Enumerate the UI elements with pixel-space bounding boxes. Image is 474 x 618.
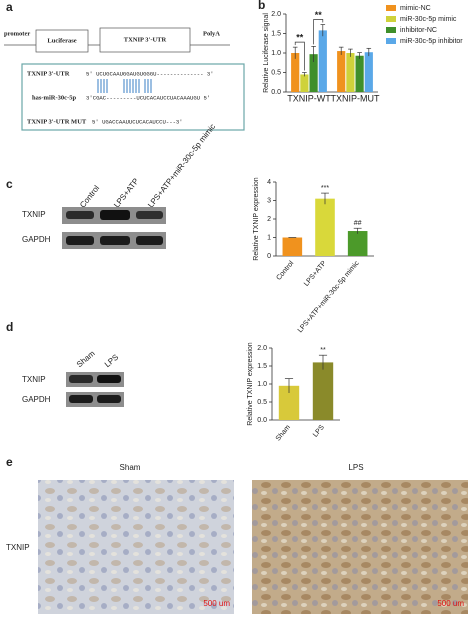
x-tick-label: LPS+ATP+miR-30c-5p mimic bbox=[297, 260, 361, 335]
y-tick-label: 1.5 bbox=[271, 30, 281, 37]
legend-label: miR-30c-5p mimic bbox=[400, 16, 457, 23]
panel-label: a bbox=[6, 0, 13, 14]
y-tick-label: 4 bbox=[267, 179, 271, 186]
legend-label: inhibitor-NC bbox=[400, 27, 437, 34]
panel-label: d bbox=[6, 320, 13, 334]
y-tick-label: 0.0 bbox=[257, 417, 267, 424]
bar bbox=[291, 53, 300, 92]
x-tick-label: Control bbox=[275, 260, 295, 282]
x-tick-label: TXNIP-MUT bbox=[331, 93, 380, 103]
construct-label: PolyA bbox=[203, 30, 220, 37]
bar bbox=[300, 74, 309, 92]
y-axis-label: Relative Luciferase signal bbox=[263, 13, 270, 93]
bar bbox=[346, 53, 355, 92]
significance-label: ## bbox=[354, 220, 362, 227]
bar bbox=[282, 237, 303, 256]
band-label: TXNIP bbox=[22, 210, 46, 219]
construct-box bbox=[99, 27, 191, 53]
legend-swatch bbox=[386, 16, 396, 22]
lane-label: Sham bbox=[75, 349, 97, 370]
bar bbox=[278, 385, 300, 420]
lane-label: LPS+ATP bbox=[112, 177, 140, 210]
alignment-sequence: 5' UGACCAAUUCUCACAUCCU---3' bbox=[92, 118, 183, 125]
legend-swatch bbox=[386, 27, 396, 33]
lane-label: Control bbox=[78, 183, 101, 209]
y-axis-label: Relative TXNIP expression bbox=[247, 342, 254, 425]
y-tick-label: 3 bbox=[267, 197, 271, 204]
legend-label: miR-30c-5p inhibitor bbox=[400, 38, 463, 45]
x-tick-label: LPS+ATP bbox=[303, 260, 328, 288]
alignment-sequence: 5' UCUGCAAUGGAUGUGGGU-------------- 3' bbox=[86, 70, 214, 77]
legend-swatch bbox=[386, 5, 396, 11]
bar bbox=[318, 30, 327, 93]
y-tick-label: 1.5 bbox=[257, 363, 267, 370]
significance-bracket bbox=[313, 19, 324, 45]
lane-label: LPS bbox=[103, 353, 120, 370]
significance-label: ** bbox=[296, 33, 304, 43]
column-label: Sham bbox=[120, 463, 141, 472]
column-label: LPS bbox=[348, 463, 363, 472]
construct-label: Luciferase bbox=[47, 37, 76, 44]
y-tick-label: 1.0 bbox=[271, 50, 281, 57]
alignment-label: TXNIP 3'-UTR MUT bbox=[27, 118, 87, 125]
y-tick-label: 2 bbox=[267, 216, 271, 223]
panel-label: e bbox=[6, 455, 13, 469]
construct-label: promoter bbox=[4, 30, 30, 37]
y-tick-label: 2.0 bbox=[271, 11, 281, 18]
bar bbox=[337, 51, 346, 92]
construct-box bbox=[35, 29, 89, 53]
band-label: TXNIP bbox=[22, 375, 46, 384]
significance-label: *** bbox=[321, 185, 329, 192]
significance-label: ** bbox=[320, 347, 326, 354]
ihc-image bbox=[38, 480, 234, 614]
band-label: GAPDH bbox=[22, 395, 51, 404]
bar bbox=[355, 55, 364, 92]
panel-label: c bbox=[6, 177, 13, 191]
legend-label: mimic-NC bbox=[400, 5, 431, 12]
alignment-label: has-miR-30c-5p bbox=[32, 94, 76, 101]
x-tick-label: Sham bbox=[275, 424, 292, 443]
significance-bracket bbox=[294, 41, 305, 71]
alignment-box bbox=[21, 63, 245, 131]
x-tick-label: TXNIP-WT bbox=[287, 93, 331, 103]
y-axis-label: Relative TXNIP expression bbox=[253, 177, 260, 260]
blot-image bbox=[66, 372, 124, 407]
significance-label: ** bbox=[315, 10, 323, 20]
ihc-image bbox=[252, 480, 468, 614]
lane-label: LPS+ATP+miR-30c-5p mimic bbox=[146, 122, 217, 209]
y-tick-label: 0.0 bbox=[271, 89, 281, 96]
y-tick-label: 2.0 bbox=[257, 345, 267, 352]
x-tick-label: LPS bbox=[312, 424, 326, 439]
base-pairing bbox=[97, 79, 152, 93]
panel-label: b bbox=[258, 0, 265, 12]
legend-swatch bbox=[386, 38, 396, 44]
bar bbox=[309, 54, 318, 92]
row-label: TXNIP bbox=[6, 543, 30, 552]
scale-bar-label: 500 um bbox=[437, 599, 464, 608]
band-label: GAPDH bbox=[22, 235, 51, 244]
blot-image bbox=[62, 207, 166, 249]
y-tick-label: 0 bbox=[267, 253, 271, 260]
alignment-sequence: 3'CGAC---------UCUCACAUCCUACAAAUGU 5' bbox=[86, 94, 210, 101]
bar bbox=[364, 52, 373, 92]
y-tick-label: 1.0 bbox=[257, 381, 267, 388]
y-tick-label: 0.5 bbox=[257, 399, 267, 406]
bar bbox=[312, 362, 334, 420]
bar bbox=[347, 231, 368, 256]
construct-label: TXNIP 3'-UTR bbox=[124, 36, 167, 43]
bar bbox=[315, 198, 335, 256]
y-tick-label: 1 bbox=[267, 234, 271, 241]
scale-bar-label: 500 um bbox=[203, 599, 230, 608]
y-tick-label: 0.5 bbox=[271, 69, 281, 76]
alignment-label: TXNIP 3'-UTR bbox=[27, 70, 70, 77]
